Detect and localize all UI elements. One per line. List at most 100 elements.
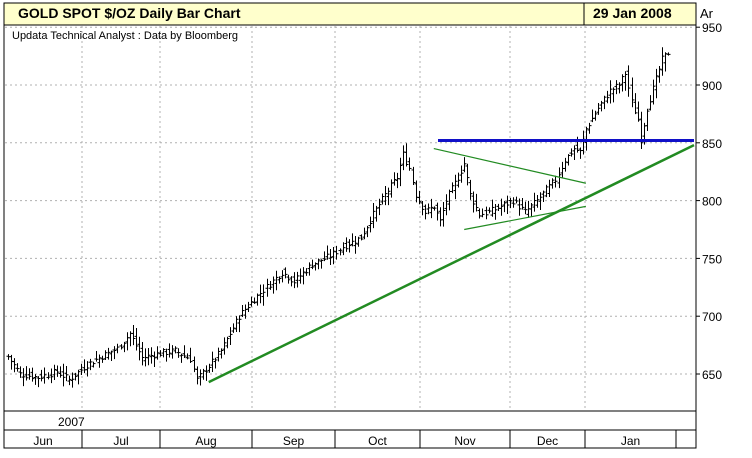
year-label: 2007	[58, 415, 85, 429]
ohlc-bar	[219, 348, 224, 359]
ohlc-bar	[505, 195, 510, 215]
ohlc-bar	[569, 148, 574, 157]
ohlc-bar	[435, 202, 440, 221]
price-bars	[6, 47, 671, 388]
ohlc-bar	[423, 204, 428, 220]
ohlc-bar	[283, 267, 288, 279]
ohlc-bar	[103, 350, 108, 360]
y-tick-label: 850	[702, 137, 722, 151]
ohlc-bar	[386, 187, 391, 206]
month-label: Aug	[195, 434, 216, 448]
ohlc-bar	[633, 93, 638, 115]
ohlc-bar	[258, 284, 263, 304]
ohlc-bar	[362, 227, 367, 240]
ohlc-bar	[274, 270, 279, 291]
ohlc-bar	[341, 242, 346, 256]
ohlc-bar	[27, 368, 32, 380]
ohlc-bar	[149, 347, 154, 364]
ohlc-bar	[316, 258, 321, 270]
ohlc-bar	[42, 367, 47, 384]
ohlc-bar	[173, 346, 178, 354]
ohlc-bar	[450, 182, 455, 194]
ohlc-bar	[198, 369, 203, 386]
ohlc-bar	[544, 184, 549, 198]
ohlc-bar	[636, 101, 641, 122]
ohlc-bar	[468, 179, 473, 200]
ohlc-bar	[639, 111, 644, 150]
ohlc-bar	[301, 267, 306, 285]
ohlc-bar	[12, 358, 17, 373]
ohlc-bar	[535, 194, 540, 208]
ohlc-bar	[167, 343, 172, 358]
ohlc-bar	[407, 157, 412, 171]
y-tick-label: 700	[702, 310, 722, 324]
ohlc-bar	[146, 347, 151, 366]
ohlc-bar	[88, 358, 93, 371]
ohlc-bar	[240, 305, 245, 317]
ohlc-bar	[61, 363, 66, 387]
ohlc-bar	[334, 245, 339, 260]
ohlc-bar	[474, 193, 479, 212]
ohlc-bar	[286, 274, 291, 284]
ohlc-bar	[213, 357, 218, 369]
chart-title: GOLD SPOT $/OZ Daily Bar Chart	[18, 5, 241, 21]
y-tick-label: 900	[702, 79, 722, 93]
ohlc-bar	[112, 346, 117, 360]
ohlc-bar	[563, 157, 568, 172]
ohlc-bar	[356, 236, 361, 247]
ohlc-bar	[134, 328, 139, 351]
ohlc-bar	[271, 276, 276, 294]
ohlc-bar	[432, 206, 437, 211]
ohlc-bar	[365, 225, 370, 238]
ohlc-bar	[462, 157, 467, 173]
ohlc-bar	[611, 87, 616, 103]
ohlc-bar	[377, 198, 382, 216]
ohlc-bar	[91, 361, 96, 368]
ohlc-bar	[502, 200, 507, 213]
ohlc-bar	[417, 190, 422, 205]
ohlc-bar	[58, 366, 63, 378]
ohlc-bar	[182, 345, 187, 359]
month-label: Jul	[113, 434, 128, 448]
ohlc-bar	[64, 366, 69, 382]
ohlc-bar	[292, 272, 297, 289]
ohlc-bar	[295, 271, 300, 288]
ohlc-bar	[195, 366, 200, 385]
ohlc-bar	[371, 203, 376, 229]
ohlc-bar	[231, 323, 236, 333]
ohlc-bar	[185, 353, 190, 360]
ohlc-bar	[188, 347, 193, 363]
plot-frame	[3, 24, 697, 412]
ohlc-bar	[383, 186, 388, 206]
ohlc-bar	[216, 347, 221, 362]
ohlc-bar	[350, 233, 355, 247]
ohlc-bar	[587, 122, 592, 134]
ohlc-bar	[471, 191, 476, 213]
ohlc-bar	[523, 201, 528, 215]
ohlc-bar	[420, 201, 425, 216]
ohlc-bar	[161, 348, 166, 358]
ohlc-bar	[514, 196, 519, 204]
ohlc-bar	[30, 367, 35, 382]
ohlc-bar	[602, 95, 607, 110]
ohlc-bar	[626, 65, 631, 97]
ohlc-bar	[429, 198, 434, 219]
ohlc-bar	[380, 193, 385, 205]
month-labels: Jun Jul Aug Sep Oct Nov Dec Jan	[3, 430, 677, 448]
ohlc-bar	[617, 82, 622, 94]
y-tick-label: 650	[702, 368, 722, 382]
ohlc-bar	[392, 172, 397, 186]
ohlc-bar	[404, 143, 409, 167]
ohlc-bar	[353, 236, 358, 254]
ohlc-bar	[252, 297, 257, 304]
ohlc-bar	[550, 178, 555, 189]
ohlc-bar	[520, 197, 525, 210]
ohlc-bar	[493, 203, 498, 220]
ohlc-bar	[490, 199, 495, 217]
axis-unit-label: Ar	[700, 6, 713, 21]
y-tick-label: 800	[702, 195, 722, 209]
month-label: Dec	[537, 434, 558, 448]
ohlc-bar	[307, 262, 312, 276]
ohlc-bar	[225, 336, 230, 349]
